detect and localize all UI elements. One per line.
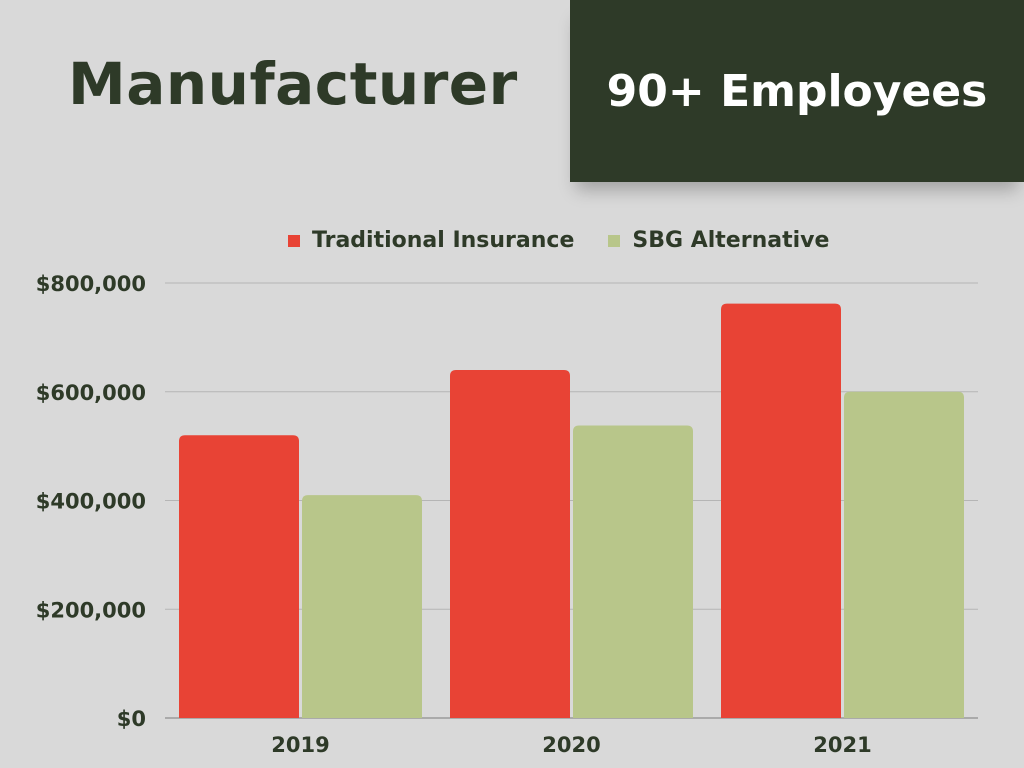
legend-item-traditional: Traditional Insurance [288, 228, 574, 253]
legend-label-sbg: SBG Alternative [632, 228, 830, 253]
legend-swatch-sbg [608, 234, 621, 247]
x-tick-label: 2020 [542, 733, 600, 757]
x-tick-label: 2019 [271, 733, 329, 757]
bar-sbg-2019 [302, 495, 422, 718]
y-tick-label: $800,000 [36, 272, 146, 296]
bar-sbg-2020 [573, 425, 693, 718]
chart-legend: Traditional Insurance SBG Alternative [288, 228, 863, 253]
page-title: Manufacturer [68, 50, 518, 118]
legend-swatch-traditional [288, 234, 300, 247]
y-tick-label: $600,000 [36, 381, 146, 405]
legend-label-traditional: Traditional Insurance [312, 228, 575, 253]
y-tick-label: $0 [117, 707, 146, 731]
y-tick-label: $200,000 [36, 598, 146, 622]
bar-traditional-2020 [450, 370, 570, 718]
bar-traditional-2019 [179, 435, 299, 718]
employee-badge-text: 90+ Employees [606, 66, 988, 117]
employee-badge: 90+ Employees [570, 0, 1024, 182]
y-tick-label: $400,000 [36, 490, 146, 514]
x-tick-label: 2021 [813, 733, 871, 757]
legend-item-sbg: SBG Alternative [608, 228, 829, 253]
bar-traditional-2021 [721, 303, 841, 718]
bar-sbg-2021 [844, 391, 964, 718]
